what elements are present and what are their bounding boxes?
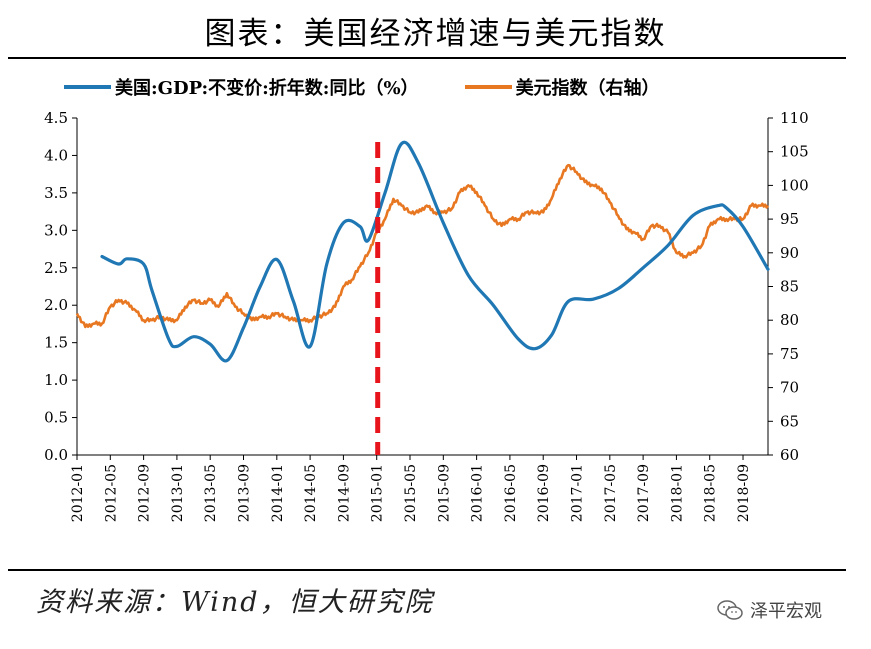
y-left-tick-label: 0.5 <box>44 409 68 427</box>
legend-swatch-gdp <box>64 85 111 89</box>
y-left-tick-label: 3.0 <box>44 221 68 239</box>
watermark: 泽平宏观 <box>716 597 822 623</box>
y-left-tick-label: 0.0 <box>44 446 68 464</box>
x-tick-label: 2013-09 <box>237 464 253 522</box>
x-tick-label: 2018-05 <box>703 464 719 522</box>
y-left-tick-label: 3.5 <box>44 184 68 202</box>
y-right-tick-label: 60 <box>780 446 799 464</box>
y-right-tick-label: 105 <box>780 143 809 161</box>
x-tick-label: 2018-09 <box>736 464 752 522</box>
x-tick-label: 2014-01 <box>270 464 286 522</box>
y-right-tick-label: 100 <box>780 176 809 194</box>
chart-plot: 0.0 0.5 1.0 1.5 2.0 2.5 3.0 3.5 4.0 4.5 60 65 70 75 80… <box>44 109 809 522</box>
y-right-tick-label: 75 <box>780 345 799 363</box>
y-right-tick-label: 65 <box>780 412 799 430</box>
x-tick-label: 2017-01 <box>570 464 586 522</box>
y-left-tick-label: 4.5 <box>44 109 68 127</box>
y-left-tick-label: 2.5 <box>44 259 68 277</box>
x-tick-label: 2015-05 <box>403 464 419 522</box>
x-tick-label: 2015-09 <box>436 464 452 522</box>
series-line-us-gdp <box>100 140 770 363</box>
y-right-tick-label: 90 <box>780 244 799 262</box>
x-tick-label: 2012-05 <box>103 464 119 522</box>
source-note: 资料来源：Wind，恒大研究院 <box>36 587 434 618</box>
x-tick-label: 2014-05 <box>303 464 319 522</box>
x-tick-label: 2013-05 <box>203 464 219 522</box>
y-left-tick-label: 4.0 <box>44 146 68 164</box>
bottom-divider <box>8 569 846 571</box>
x-tick-label: 2017-09 <box>636 464 652 522</box>
x-tick-label: 2013-01 <box>170 464 186 522</box>
legend-swatch-dxy <box>464 85 512 89</box>
top-divider <box>8 57 846 59</box>
y-right-tick-label: 95 <box>780 210 799 228</box>
x-tick-label: 2018-01 <box>669 464 685 522</box>
y-right-tick-label: 110 <box>780 109 809 127</box>
series-line-dollar-index <box>75 163 770 329</box>
x-tick-label: 2017-05 <box>603 464 619 522</box>
y-right-tick-label: 70 <box>780 379 799 397</box>
y-right-tick-label: 80 <box>780 311 799 329</box>
legend-label-dxy: 美元指数（右轴） <box>515 78 660 99</box>
x-tick-label: 2016-09 <box>536 464 552 522</box>
watermark-text: 泽平宏观 <box>750 601 822 622</box>
y-left-tick-label: 1.0 <box>44 371 68 389</box>
legend-item-gdp: 美国:GDP:不变价:折年数:同比（%） <box>64 74 419 100</box>
x-tick-label: 2012-01 <box>70 464 86 522</box>
x-tick-label: 2016-05 <box>503 464 519 522</box>
chart-legend: 美国:GDP:不变价:折年数:同比（%） 美元指数（右轴） <box>64 74 660 100</box>
legend-item-dxy: 美元指数（右轴） <box>464 74 660 100</box>
x-tick-label: 2016-01 <box>470 464 486 522</box>
wechat-icon <box>717 600 743 620</box>
y-right-tick-label: 85 <box>780 278 799 296</box>
y-left-tick-label: 1.5 <box>44 334 68 352</box>
x-tick-label: 2014-09 <box>336 464 352 522</box>
x-tick-label: 2015-01 <box>370 464 386 522</box>
x-tick-label: 2012-09 <box>137 464 153 522</box>
y-left-tick-label: 2.0 <box>44 296 68 314</box>
chart-title: 图表：美国经济增速与美元指数 <box>204 16 667 52</box>
legend-label-gdp: 美国:GDP:不变价:折年数:同比（%） <box>115 78 419 99</box>
